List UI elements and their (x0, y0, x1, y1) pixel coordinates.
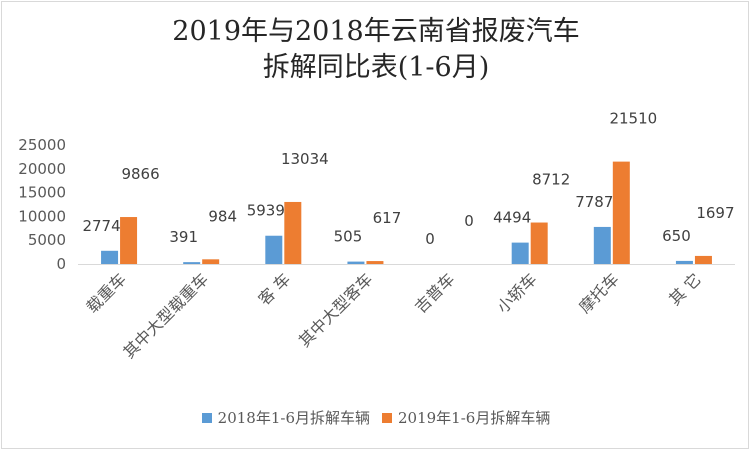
data-label-1-2: 13034 (281, 150, 329, 168)
chart-title: 2019年与2018年云南省报废汽车 拆解同比表(1-6月) (0, 14, 752, 86)
bar-0-3 (347, 261, 365, 264)
chart-title-line-2: 拆解同比表(1-6月) (262, 52, 490, 83)
data-label-1-3: 617 (373, 209, 402, 227)
x-category-label-6: 摩托车 (575, 269, 622, 316)
legend-item-2018: 2018年1-6月拆解车辆 (201, 407, 370, 428)
x-category-label-5: 小轿车 (493, 269, 540, 316)
legend: 2018年1-6月拆解车辆 2019年1-6月拆解车辆 (0, 407, 752, 428)
bar-1-2 (284, 201, 302, 264)
x-category-label-3: 其中大型客车 (295, 269, 376, 350)
legend-label-2018: 2018年1-6月拆解车辆 (217, 409, 370, 427)
x-category-label-2: 客 车 (254, 269, 294, 309)
x-category-label-0: 载重车 (83, 269, 130, 316)
x-category-label-4: 吉普车 (411, 269, 458, 316)
bar-0-0 (101, 250, 119, 264)
bar-0-1 (183, 262, 201, 264)
y-tick-label-2: 10000 (18, 207, 66, 225)
data-label-0-7: 650 (662, 227, 691, 245)
data-label-1-0: 9866 (121, 165, 159, 183)
y-tick-label-3: 15000 (18, 184, 66, 202)
legend-label-2019: 2019年1-6月拆解车辆 (398, 409, 551, 427)
bar-0-6 (593, 226, 611, 264)
data-label-0-1: 391 (169, 228, 198, 246)
bar-0-5 (511, 242, 529, 264)
data-label-0-5: 4494 (493, 209, 531, 227)
bar-1-7 (694, 255, 712, 264)
data-label-0-3: 505 (334, 228, 363, 246)
chart-title-line-1: 2019年与2018年云南省报废汽车 (172, 16, 580, 47)
x-category-label-7: 其 它 (665, 269, 705, 309)
y-tick-label-1: 5000 (28, 231, 66, 249)
y-tick-label-5: 25000 (18, 136, 66, 154)
x-category-label-1: 其中大型载重车 (119, 269, 212, 362)
bar-0-2 (265, 235, 283, 264)
data-label-0-6: 7787 (575, 193, 613, 211)
bar-0-7 (675, 260, 693, 264)
bar-1-6 (612, 161, 630, 264)
bar-1-3 (366, 261, 384, 264)
bar-1-0 (120, 217, 138, 264)
data-label-0-0: 2774 (82, 217, 120, 235)
legend-item-2019: 2019年1-6月拆解车辆 (382, 407, 550, 428)
bar-1-5 (530, 222, 548, 264)
data-label-1-1: 984 (208, 207, 237, 225)
y-tick-label-4: 20000 (18, 160, 66, 178)
data-label-1-4: 0 (464, 212, 474, 230)
data-label-1-6: 21510 (609, 110, 657, 128)
data-label-1-7: 1697 (696, 204, 734, 222)
y-tick-label-0: 0 (56, 255, 66, 273)
legend-swatch-2019 (382, 412, 392, 423)
data-label-1-5: 8712 (532, 171, 570, 189)
legend-swatch-2018 (201, 412, 212, 423)
data-label-0-2: 5939 (247, 202, 285, 220)
data-label-0-4: 0 (425, 230, 435, 248)
bar-1-1 (202, 259, 220, 264)
